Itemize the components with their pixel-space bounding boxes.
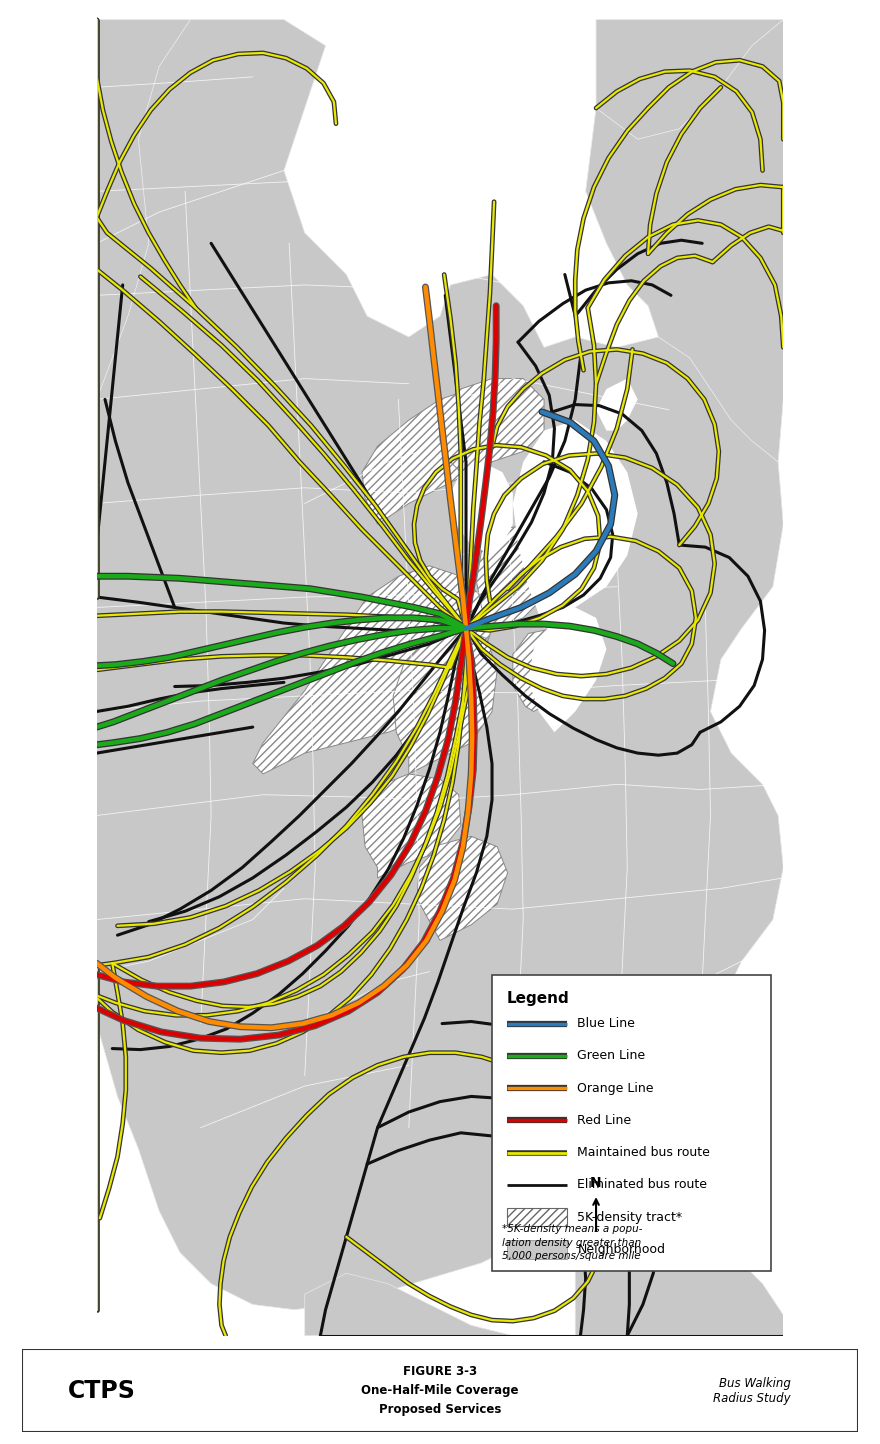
Polygon shape xyxy=(451,462,513,556)
Polygon shape xyxy=(362,774,461,878)
Text: N: N xyxy=(590,1175,602,1190)
Polygon shape xyxy=(393,628,497,774)
Text: Neighborhood: Neighborhood xyxy=(577,1243,665,1256)
Bar xyxy=(492,975,771,1271)
Polygon shape xyxy=(586,20,783,462)
Polygon shape xyxy=(362,388,513,524)
Bar xyxy=(507,1207,567,1226)
Polygon shape xyxy=(528,608,606,732)
Polygon shape xyxy=(253,566,492,774)
Text: *5K-density means a popu-
lation density greater than
5,000 persons/square mile: *5K-density means a popu- lation density… xyxy=(502,1225,643,1261)
Polygon shape xyxy=(513,628,576,712)
Text: Green Line: Green Line xyxy=(577,1050,645,1063)
Polygon shape xyxy=(596,20,783,139)
Text: 5K-density tract*: 5K-density tract* xyxy=(577,1210,683,1223)
Text: Maintained bus route: Maintained bus route xyxy=(577,1147,710,1160)
Polygon shape xyxy=(97,20,783,1310)
Polygon shape xyxy=(417,836,508,940)
Polygon shape xyxy=(513,420,638,628)
Text: CTPS: CTPS xyxy=(68,1379,136,1402)
Text: Blue Line: Blue Line xyxy=(577,1017,635,1030)
Text: Eliminated bus route: Eliminated bus route xyxy=(577,1178,708,1191)
Polygon shape xyxy=(576,1180,783,1336)
Text: Orange Line: Orange Line xyxy=(577,1082,654,1095)
Text: Legend: Legend xyxy=(507,992,569,1006)
Polygon shape xyxy=(596,378,638,430)
Polygon shape xyxy=(476,524,554,628)
Text: Red Line: Red Line xyxy=(577,1113,632,1126)
Text: Bus Walking
Radius Study: Bus Walking Radius Study xyxy=(714,1376,791,1405)
Polygon shape xyxy=(97,20,190,400)
Bar xyxy=(507,1240,567,1259)
Polygon shape xyxy=(440,378,544,472)
Polygon shape xyxy=(304,1274,513,1336)
Text: FIGURE 3-3
One-Half-Mile Coverage
Proposed Services: FIGURE 3-3 One-Half-Mile Coverage Propos… xyxy=(362,1365,518,1417)
